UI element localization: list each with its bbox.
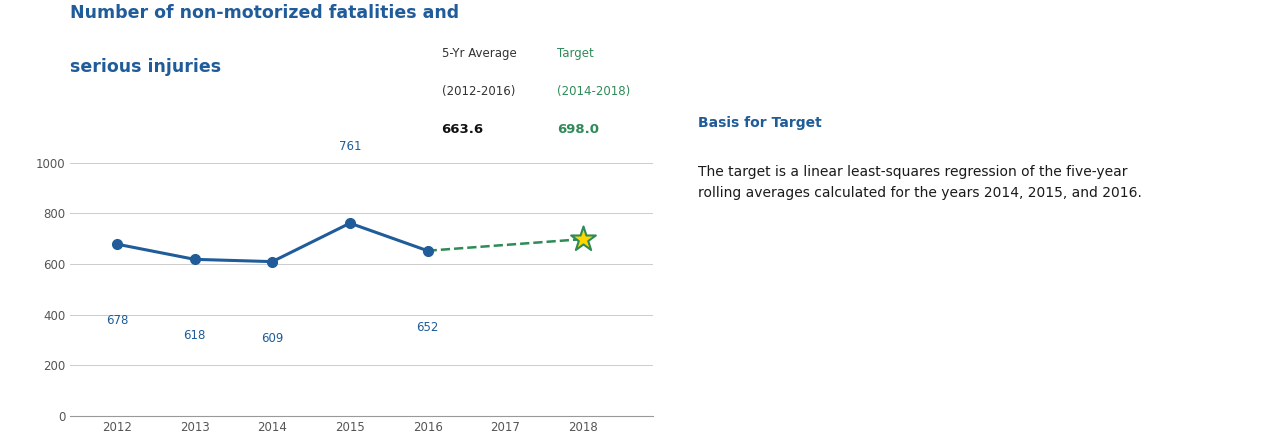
Text: (2012-2016): (2012-2016) <box>442 85 515 98</box>
Text: serious injuries: serious injuries <box>70 58 221 76</box>
Text: 663.6: 663.6 <box>442 123 484 136</box>
Text: Basis for Target: Basis for Target <box>698 116 822 130</box>
Text: 609: 609 <box>261 332 283 345</box>
Text: (2014-2018): (2014-2018) <box>557 85 630 98</box>
Text: 618: 618 <box>183 329 206 342</box>
Text: The target is a linear least-squares regression of the five-year
rolling average: The target is a linear least-squares reg… <box>698 165 1142 200</box>
Text: 698.0: 698.0 <box>557 123 599 136</box>
Text: 678: 678 <box>106 314 128 327</box>
Point <box>572 236 593 243</box>
Text: 5-Yr Average: 5-Yr Average <box>442 47 516 60</box>
Text: Number of non-motorized fatalities and: Number of non-motorized fatalities and <box>70 4 460 22</box>
Text: 652: 652 <box>416 320 439 333</box>
Text: 761: 761 <box>339 140 361 153</box>
Text: Target: Target <box>557 47 594 60</box>
